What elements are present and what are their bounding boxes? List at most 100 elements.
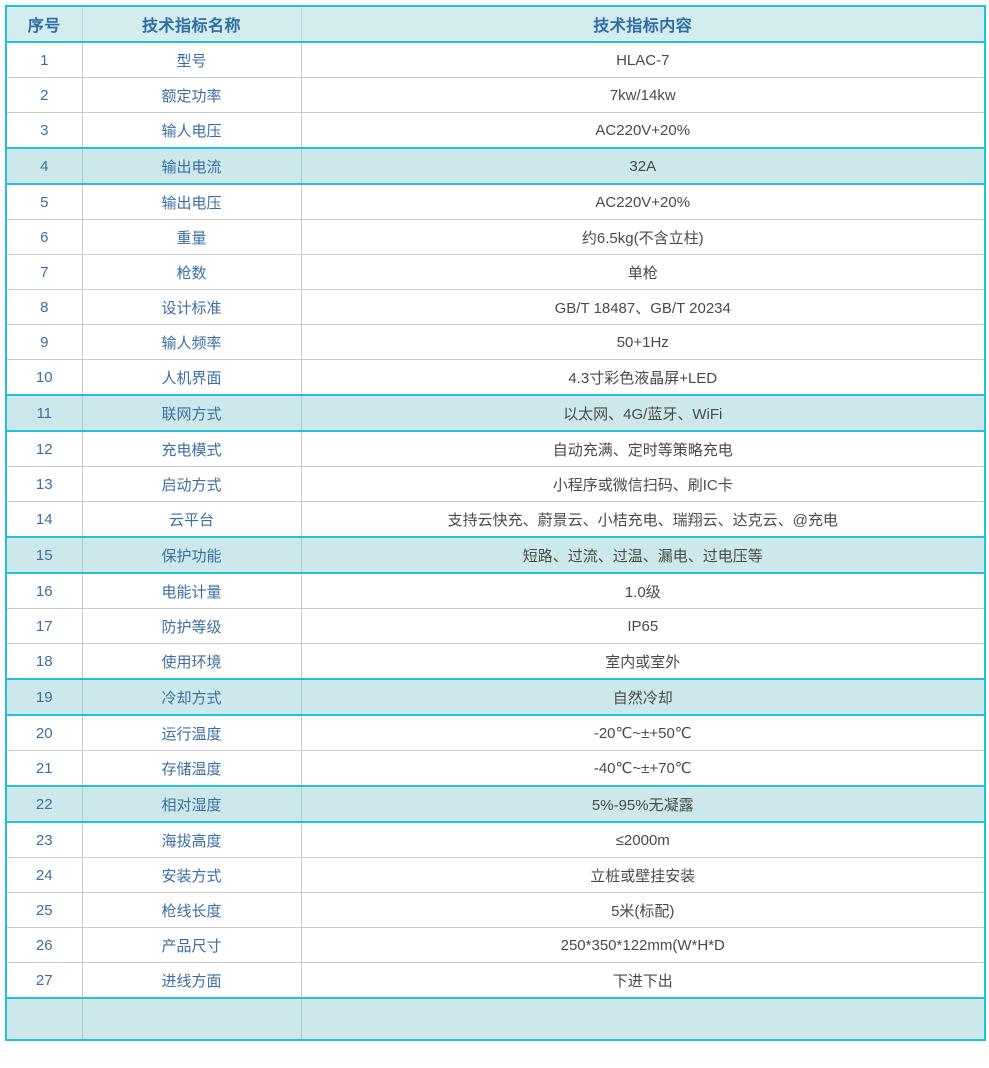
table-header: 序号 技术指标名称 技术指标内容 [6, 5, 985, 43]
cell-value: 约6.5kg(不含立柱) [301, 219, 985, 255]
table-row: 2 额定功率 7kw/14kw [6, 77, 985, 113]
cell-value: 室内或室外 [301, 643, 985, 680]
cell-index: 22 [6, 785, 83, 823]
table-row: 12 充电模式 自动充满、定时等策略充电 [6, 431, 985, 467]
table-row: 24 安装方式 立桩或壁挂安装 [6, 857, 985, 893]
cell-value: 250*350*122mm(W*H*D [301, 927, 985, 963]
cell-name: 云平台 [82, 501, 302, 538]
column-header-index: 序号 [6, 5, 83, 43]
table-row: 5 输出电压 AC220V+20% [6, 184, 985, 220]
cell-index: 16 [6, 573, 83, 609]
trailing-cell-name [82, 997, 302, 1041]
table-row: 15 保护功能 短路、过流、过温、漏电、过电压等 [6, 536, 985, 574]
cell-value: 4.3寸彩色液晶屏+LED [301, 359, 985, 396]
cell-name: 重量 [82, 219, 302, 255]
cell-name: 防护等级 [82, 608, 302, 644]
cell-value: 以太网、4G/蓝牙、WiFi [301, 394, 985, 432]
header-row: 序号 技术指标名称 技术指标内容 [6, 5, 985, 43]
cell-value: AC220V+20% [301, 112, 985, 149]
table-row: 21 存储温度 -40℃~±+70℃ [6, 750, 985, 787]
table-row: 7 枪数 单枪 [6, 254, 985, 290]
cell-index: 6 [6, 219, 83, 255]
cell-name: 安装方式 [82, 857, 302, 893]
cell-index: 8 [6, 289, 83, 325]
table-row: 10 人机界面 4.3寸彩色液晶屏+LED [6, 359, 985, 396]
cell-value: 小程序或微信扫码、刷IC卡 [301, 466, 985, 502]
cell-index: 21 [6, 750, 83, 787]
cell-value: 自然冷却 [301, 678, 985, 716]
cell-name: 充电模式 [82, 431, 302, 467]
cell-name: 枪线长度 [82, 892, 302, 928]
column-header-value: 技术指标内容 [301, 5, 985, 43]
table-row: 27 进线方面 下进下出 [6, 962, 985, 999]
table-row: 1 型号 HLAC-7 [6, 42, 985, 78]
cell-value: IP65 [301, 608, 985, 644]
cell-index: 2 [6, 77, 83, 113]
table-row: 6 重量 约6.5kg(不含立柱) [6, 219, 985, 255]
cell-index: 9 [6, 324, 83, 360]
cell-index: 27 [6, 962, 83, 999]
cell-value: -40℃~±+70℃ [301, 750, 985, 787]
column-header-name: 技术指标名称 [82, 5, 302, 43]
cell-index: 24 [6, 857, 83, 893]
cell-value: AC220V+20% [301, 184, 985, 220]
cell-name: 产品尺寸 [82, 927, 302, 963]
trailing-cell-value [301, 997, 985, 1041]
table-row: 23 海拔高度 ≤2000m [6, 822, 985, 858]
cell-index: 1 [6, 42, 83, 78]
table-body: 1 型号 HLAC-7 2 额定功率 7kw/14kw 3 输人电压 AC220V+20% 4 输出… [6, 42, 985, 1041]
table-row: 13 启动方式 小程序或微信扫码、刷IC卡 [6, 466, 985, 502]
technical-specification-table: 序号 技术指标名称 技术指标内容 1 型号 HLAC-7 2 额定功率 7kw/14kw 3… [5, 5, 986, 1041]
cell-name: 型号 [82, 42, 302, 78]
table-row: 8 设计标准 GB/T 18487、GB/T 20234 [6, 289, 985, 325]
cell-index: 5 [6, 184, 83, 220]
cell-index: 25 [6, 892, 83, 928]
table-row: 9 输人频率 50+1Hz [6, 324, 985, 360]
cell-value: 50+1Hz [301, 324, 985, 360]
table-row: 22 相对湿度 5%-95%无凝露 [6, 785, 985, 823]
cell-index: 7 [6, 254, 83, 290]
cell-index: 14 [6, 501, 83, 538]
cell-name: 存储温度 [82, 750, 302, 787]
cell-name: 设计标准 [82, 289, 302, 325]
cell-value: -20℃~±+50℃ [301, 715, 985, 751]
cell-index: 26 [6, 927, 83, 963]
cell-value: 自动充满、定时等策略充电 [301, 431, 985, 467]
cell-value: 7kw/14kw [301, 77, 985, 113]
cell-index: 20 [6, 715, 83, 751]
cell-name: 枪数 [82, 254, 302, 290]
cell-name: 启动方式 [82, 466, 302, 502]
cell-index: 18 [6, 643, 83, 680]
cell-value: 5%-95%无凝露 [301, 785, 985, 823]
cell-value: 短路、过流、过温、漏电、过电压等 [301, 536, 985, 574]
cell-value: ≤2000m [301, 822, 985, 858]
cell-name: 海拔高度 [82, 822, 302, 858]
cell-name: 运行温度 [82, 715, 302, 751]
cell-index: 13 [6, 466, 83, 502]
cell-index: 3 [6, 112, 83, 149]
table-row: 3 输人电压 AC220V+20% [6, 112, 985, 149]
table-row: 19 冷却方式 自然冷却 [6, 678, 985, 716]
cell-index: 19 [6, 678, 83, 716]
cell-name: 输人频率 [82, 324, 302, 360]
cell-value: GB/T 18487、GB/T 20234 [301, 289, 985, 325]
table-row: 11 联网方式 以太网、4G/蓝牙、WiFi [6, 394, 985, 432]
cell-name: 电能计量 [82, 573, 302, 609]
cell-index: 12 [6, 431, 83, 467]
cell-value: 32A [301, 147, 985, 185]
cell-index: 15 [6, 536, 83, 574]
cell-name: 保护功能 [82, 536, 302, 574]
trailing-cell-index [6, 997, 83, 1041]
cell-value: 支持云快充、蔚景云、小桔充电、瑞翔云、达克云、@充电 [301, 501, 985, 538]
cell-name: 联网方式 [82, 394, 302, 432]
cell-value: 立桩或壁挂安装 [301, 857, 985, 893]
table-row: 18 使用环境 室内或室外 [6, 643, 985, 680]
table-row: 20 运行温度 -20℃~±+50℃ [6, 715, 985, 751]
cell-index: 23 [6, 822, 83, 858]
cell-name: 输人电压 [82, 112, 302, 149]
cell-name: 相对湿度 [82, 785, 302, 823]
table-row: 17 防护等级 IP65 [6, 608, 985, 644]
table-row: 26 产品尺寸 250*350*122mm(W*H*D [6, 927, 985, 963]
cell-value: 下进下出 [301, 962, 985, 999]
